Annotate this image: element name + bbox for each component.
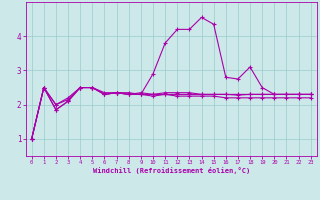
- X-axis label: Windchill (Refroidissement éolien,°C): Windchill (Refroidissement éolien,°C): [92, 167, 250, 174]
